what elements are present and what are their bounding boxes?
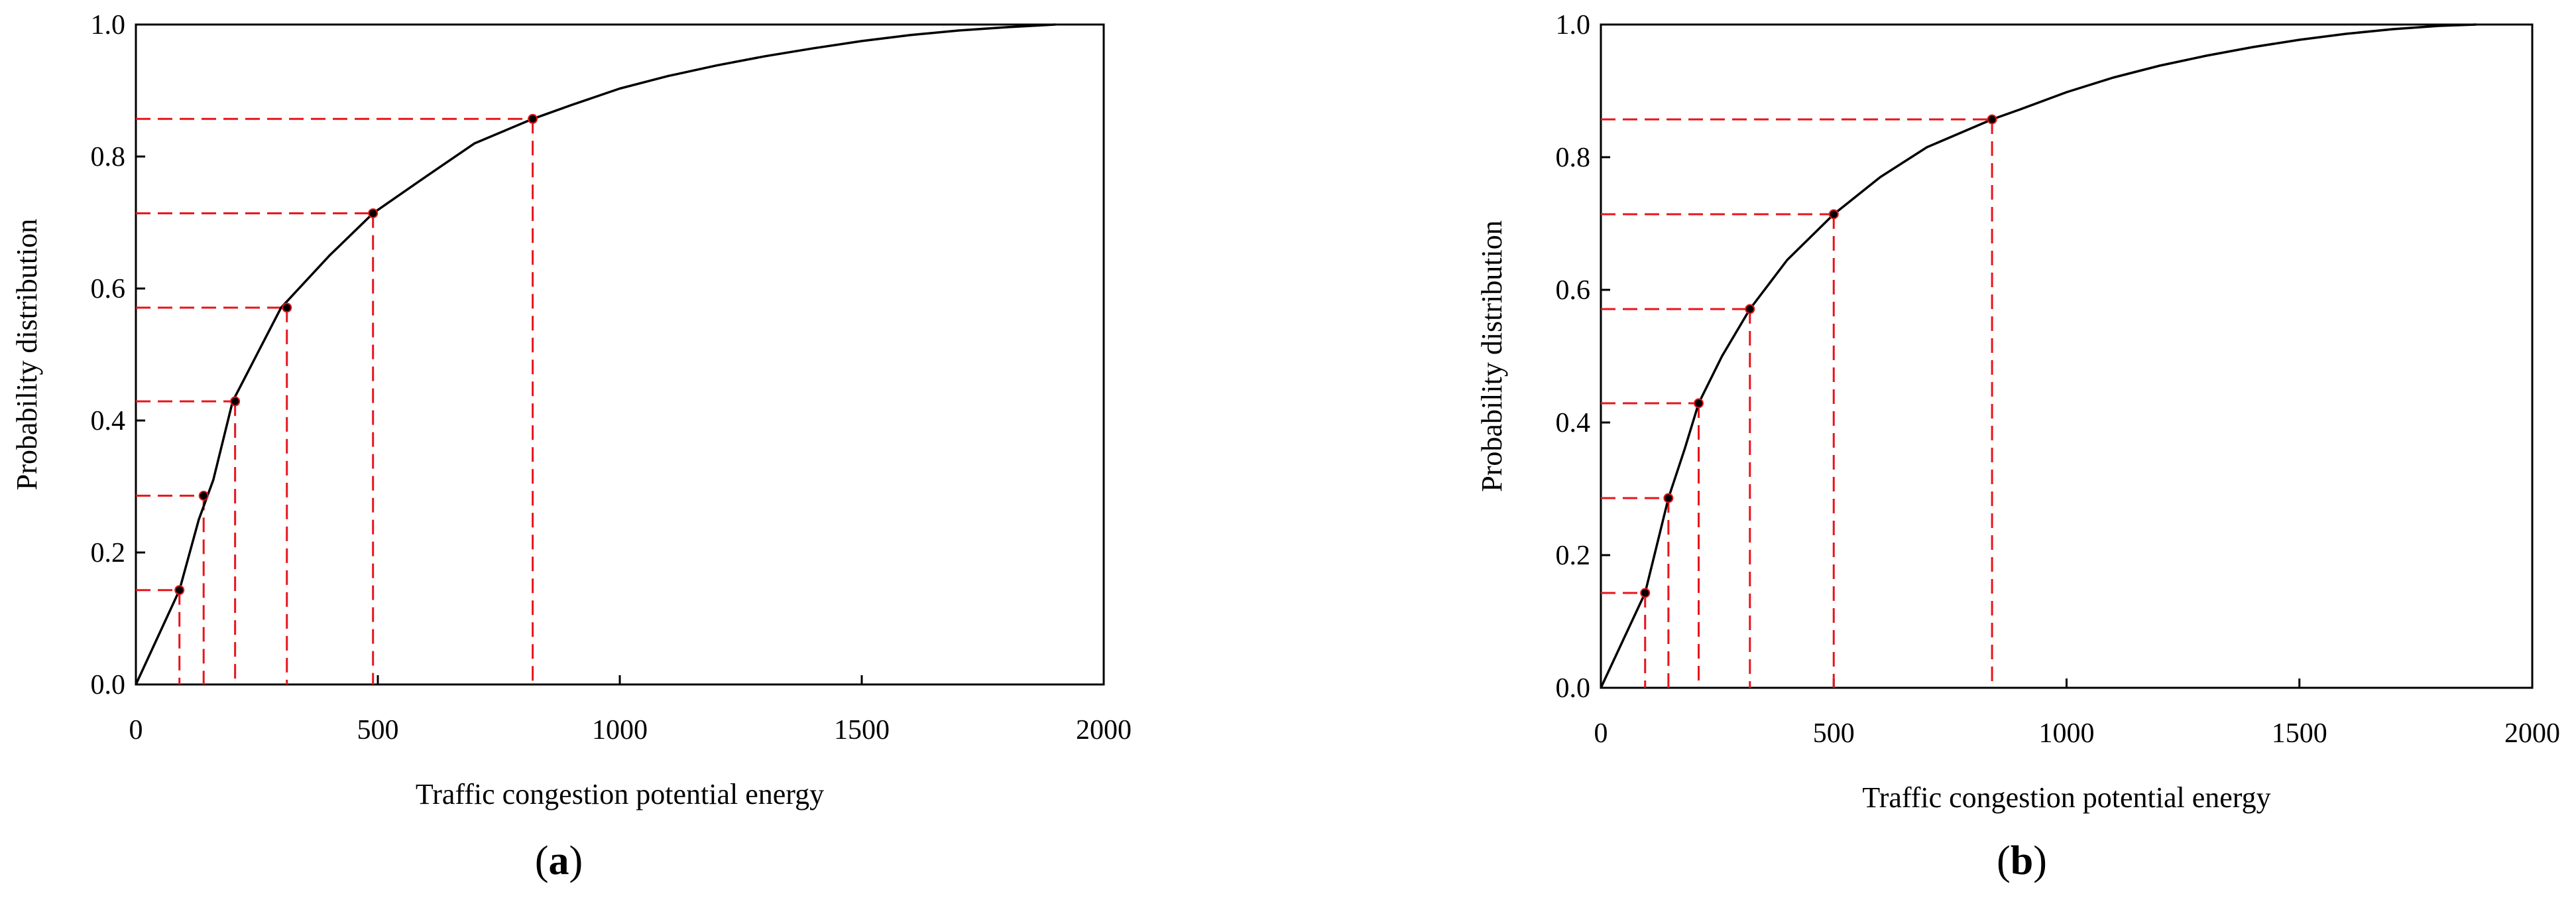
panel-label-a: (a) bbox=[535, 838, 583, 883]
data-point bbox=[368, 208, 379, 219]
x-tick-label: 0 bbox=[1594, 718, 1608, 749]
y-axis-title: Probability distribution bbox=[11, 219, 43, 490]
x-tick-label: 2000 bbox=[1076, 715, 1132, 745]
y-tick-label: 0.0 bbox=[91, 670, 126, 700]
cdf-curve bbox=[1600, 23, 2477, 688]
y-tick-label: 0.4 bbox=[91, 406, 126, 436]
x-tick-label: 1500 bbox=[834, 715, 890, 745]
data-point bbox=[1828, 209, 1839, 220]
x-axis-title: Traffic congestion potential energy bbox=[1862, 781, 2270, 814]
x-axis-title: Traffic congestion potential energy bbox=[416, 778, 824, 810]
y-tick-label: 0.8 bbox=[1556, 143, 1591, 173]
cdf-curve bbox=[135, 23, 1056, 685]
data-point bbox=[1640, 588, 1651, 598]
y-tick-label: 0.6 bbox=[91, 274, 126, 304]
panel-label-b: (b) bbox=[1997, 838, 2047, 883]
data-point bbox=[174, 585, 185, 596]
y-tick-label: 1.0 bbox=[1556, 10, 1591, 40]
data-point bbox=[198, 490, 209, 501]
x-tick-label: 500 bbox=[1813, 718, 1855, 749]
y-axis-title: Probability distribution bbox=[1476, 220, 1508, 491]
x-tick-label: 1500 bbox=[2272, 718, 2327, 749]
data-point bbox=[282, 302, 292, 313]
x-tick-label: 0 bbox=[129, 715, 143, 745]
x-tick-label: 1000 bbox=[592, 715, 648, 745]
y-tick-label: 1.0 bbox=[91, 10, 126, 40]
data-point bbox=[528, 113, 538, 124]
plot-frame bbox=[135, 23, 1105, 686]
chart-panel-a: 0.0 0.2 0.4 0.6 0.8 1.0 0 500 1000 1500 2000 Traffi… bbox=[11, 10, 1132, 810]
y-tick-label: 0.2 bbox=[91, 538, 126, 568]
x-tick-label: 500 bbox=[357, 715, 399, 745]
data-point bbox=[1694, 398, 1704, 409]
data-point bbox=[1987, 114, 1997, 125]
y-tick-label: 0.0 bbox=[1556, 673, 1591, 704]
data-point bbox=[230, 396, 241, 407]
plot-frame bbox=[1600, 23, 2534, 689]
y-tick-label: 0.8 bbox=[91, 142, 126, 172]
data-point bbox=[1745, 304, 1755, 314]
x-tick-label: 1000 bbox=[2039, 718, 2095, 749]
x-tick-label: 2000 bbox=[2504, 718, 2560, 749]
y-tick-label: 0.6 bbox=[1556, 275, 1591, 306]
data-point bbox=[1663, 493, 1674, 503]
y-tick-label: 0.4 bbox=[1556, 408, 1591, 438]
y-tick-label: 0.2 bbox=[1556, 541, 1591, 571]
chart-panel-b: 0.0 0.2 0.4 0.6 0.8 1.0 0 500 1000 1500 2000 Traffi… bbox=[1476, 10, 2560, 814]
